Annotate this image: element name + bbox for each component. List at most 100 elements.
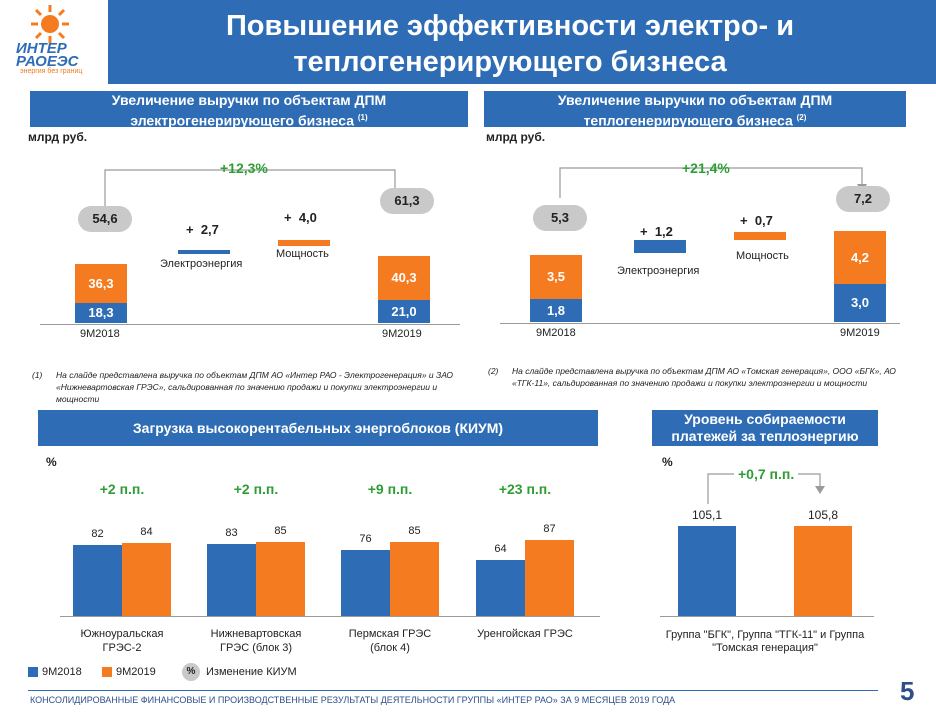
panel1-total-2019: 61,3: [380, 188, 434, 214]
kium-category-0: Южноуральская: [80, 628, 164, 640]
bar-kium-0-3: [476, 560, 525, 616]
legend-label-change: Изменение КИУМ: [206, 666, 297, 678]
bar-kium-value-1-2: 85: [408, 525, 421, 537]
bar-kium-1-3: [525, 540, 574, 616]
kium-change-1: +2 п.п.: [233, 481, 279, 497]
panel1-title-ref: (1): [357, 113, 368, 122]
panel1-delta-energy: + 2,7: [186, 222, 219, 237]
header-bar: [0, 0, 936, 84]
panel1-title: Увеличение выручки по объектам ДПМ элект…: [30, 91, 468, 129]
bar-power-1: 40,3: [378, 256, 430, 300]
bar-collection-0: [678, 526, 736, 616]
panel1-title-line1: Увеличение выручки по объектам ДПМ: [111, 92, 387, 108]
bar-energy-1: 21,0: [378, 300, 430, 323]
kium-category-sub-3: [456, 642, 594, 655]
footer-text: КОНСОЛИДИРОВАННЫЕ ФИНАНСОВЫЕ И ПРОИЗВОДС…: [30, 695, 676, 705]
bar-energy-0: 18,3: [75, 303, 127, 323]
page-number: 5: [900, 676, 915, 706]
panel2-note-ref: (2): [488, 366, 499, 376]
panel2-note: На слайде представлена выручка по объект…: [512, 366, 896, 388]
panel1-unit: млрд руб.: [28, 130, 88, 144]
bar-kium-1-1: [256, 542, 305, 616]
panel2-unit: млрд руб.: [486, 130, 546, 144]
footer-rule: [28, 690, 878, 691]
panel2-axis: [500, 323, 900, 324]
panel2-plus-energy: +: [640, 224, 648, 239]
panel1-axis: [40, 324, 460, 325]
panel1-total-2018: 54,6: [78, 206, 132, 232]
panel1-delta-power-bar: [278, 240, 330, 246]
panel3-unit: %: [46, 455, 57, 469]
panel3-legend: 9М2018 9М2019 % Изменение КИУМ: [28, 660, 348, 690]
panel1-plus-energy: +: [186, 222, 194, 237]
kium-category-2: Пермская ГРЭС: [348, 628, 432, 640]
kium-change-3: +23 п.п.: [498, 481, 552, 497]
bar-kium-value-0-3: 64: [494, 543, 507, 555]
panel4-unit: %: [662, 455, 673, 469]
bar-collection-value-0: 105,1: [691, 508, 723, 522]
kium-category-sub-0: ГРЭС-2: [102, 642, 142, 654]
bar-kium-1-2: [390, 542, 439, 616]
bar-kium-1-0: [122, 543, 171, 616]
title-line2: теплогенерирующего бизнеса: [293, 46, 727, 78]
panel2-label-power: Мощность: [736, 250, 789, 262]
logo-line2: РАОЕЭС: [16, 53, 79, 70]
bar-kium-value-0-0: 82: [91, 528, 104, 540]
logo-tagline: энергия без границ: [20, 68, 83, 75]
panel2-delta-energy-bar: [634, 240, 686, 253]
bar-kium-value-0-2: 76: [359, 533, 372, 545]
panel4-title-line2: платежей за теплоэнергию: [671, 428, 859, 444]
page-title: Повышение эффективности электро- и тепло…: [150, 8, 870, 80]
panel2-title-line1: Увеличение выручки по объектам ДПМ: [557, 92, 833, 108]
panel2-label-energy: Электроэнергия: [617, 265, 700, 277]
bar-kium-0-1: [207, 544, 256, 616]
sun-logo-icon: [31, 5, 69, 43]
panel1-label-energy: Электроэнергия: [160, 258, 243, 270]
panel1-title-line2: электрогенерирующего бизнеса: [130, 112, 354, 129]
panel1-label-power: Мощность: [276, 248, 329, 260]
bar-kium-value-0-1: 83: [225, 527, 238, 539]
legend-label-2018: 9М2018: [42, 666, 82, 678]
bar-kium-0-2: [341, 550, 390, 616]
legend-label-2019: 9М2019: [116, 666, 156, 678]
panel4-label-line2: "Томская генерация": [712, 642, 818, 654]
kium-change-0: +2 п.п.: [99, 481, 145, 497]
panel2-delta-power: + 0,7: [740, 213, 773, 228]
legend-swatch-2018: [28, 667, 38, 677]
bar-energy-1: 3,0: [834, 284, 886, 322]
panel2-plus-power: +: [740, 213, 748, 228]
panel4-label-line1: Группа "БГК", Группа "ТГК-11" и Группа: [665, 629, 865, 641]
panel4-category-label: Группа "БГК", Группа "ТГК-11" и Группа "…: [640, 629, 890, 655]
panel4-title: Уровень собираемости платежей за теплоэн…: [652, 410, 878, 446]
panel1-period-2019: 9М2019: [382, 328, 422, 340]
panel3-axis: [60, 616, 600, 617]
panel1-note: На слайде представлена выручка по объект…: [56, 370, 454, 404]
logo-line1: ИНТЕР: [16, 40, 67, 57]
panel2-period-2019: 9М2019: [840, 327, 880, 339]
bar-kium-value-1-0: 84: [140, 526, 153, 538]
bar-kium-value-1-1: 85: [274, 525, 287, 537]
bar-power-0: 36,3: [75, 264, 127, 303]
panel4-change-label: +0,7 п.п.: [734, 466, 799, 482]
panel4-title-line1: Уровень собираемости: [684, 411, 846, 427]
panel2-delta-power-value: 0,7: [754, 213, 773, 228]
kium-category-1: Нижневартовская: [210, 628, 302, 640]
kium-change-2: +9 п.п.: [367, 481, 413, 497]
panel2-title-ref: (2): [796, 113, 807, 122]
bar-energy-0: 1,8: [530, 299, 582, 322]
bar-power-0: 3,5: [530, 255, 582, 299]
panel1-growth-label: +12,3%: [220, 160, 268, 176]
panel1-delta-energy-value: 2,7: [200, 222, 219, 237]
kium-category-3: Уренгойская ГРЭС: [477, 628, 573, 640]
bar-kium-0-0: [73, 545, 122, 616]
title-line1: Повышение эффективности электро- и: [225, 10, 795, 42]
bar-collection-value-1: 105,8: [807, 508, 839, 522]
panel3-title: Загрузка высокорентабельных энергоблоков…: [38, 410, 598, 446]
panel2-delta-power-bar: [734, 232, 786, 240]
panel4-axis: [660, 616, 874, 617]
panel2-total-2019: 7,2: [836, 186, 890, 212]
bar-collection-1: [794, 526, 852, 616]
kium-category-sub-2: (блок 4): [370, 642, 410, 654]
panel1-plus-power: +: [284, 210, 292, 225]
panel2-total-2018: 5,3: [533, 205, 587, 231]
